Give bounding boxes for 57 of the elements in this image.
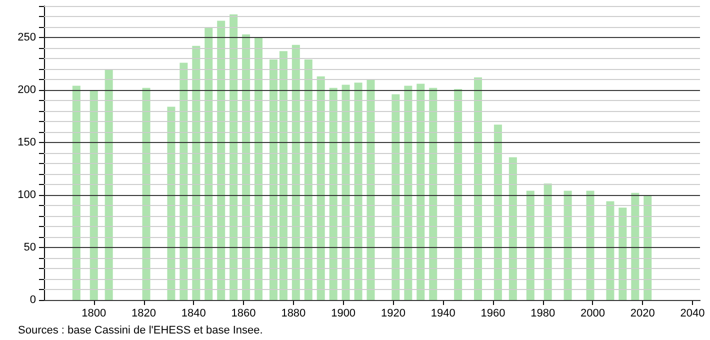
bar: [142, 88, 150, 300]
x-tick-label: 1820: [132, 308, 156, 320]
bar: [204, 27, 213, 300]
bar: [366, 80, 375, 300]
bar: [180, 62, 188, 300]
y-tick-label: 200: [18, 84, 36, 96]
y-tick-label: 50: [24, 242, 36, 254]
bar: [90, 91, 98, 300]
y-tick-label: 100: [18, 189, 36, 201]
bar: [230, 14, 238, 300]
y-tick-label: 250: [18, 32, 36, 44]
bar: [494, 124, 502, 300]
bar: [167, 106, 176, 300]
bar: [292, 44, 300, 300]
x-tick-label: 1940: [430, 308, 456, 320]
bar: [304, 60, 312, 300]
bar: [429, 88, 438, 300]
x-tick-label: 1900: [331, 308, 356, 320]
bar: [316, 76, 325, 300]
bar: [72, 86, 80, 300]
x-tick-label: 2000: [580, 308, 605, 320]
bar: [454, 88, 462, 300]
x-tick-label: 2020: [630, 308, 655, 320]
bar: [474, 77, 482, 300]
bar: [329, 88, 338, 300]
x-tick-label: 1840: [181, 308, 206, 320]
x-tick-label: 1960: [480, 308, 506, 320]
bar: [644, 196, 652, 300]
bar: [242, 34, 250, 300]
bar: [279, 51, 288, 300]
bar: [192, 46, 200, 300]
bar: [416, 84, 425, 300]
bar: [586, 190, 594, 300]
bar: [269, 60, 278, 300]
x-tick-label: 1800: [82, 308, 106, 320]
bar: [526, 190, 534, 300]
bar: [618, 208, 627, 300]
bar: [631, 192, 640, 300]
bar: [564, 190, 572, 300]
x-tick-label: 1860: [231, 308, 256, 320]
bar: [404, 86, 412, 300]
x-tick-label: 1980: [530, 308, 556, 320]
x-tick-label: 1920: [380, 308, 406, 320]
bar: [508, 157, 517, 300]
bar: [392, 94, 400, 300]
y-tick-label: 150: [18, 136, 36, 148]
bar: [342, 84, 350, 300]
bar: [354, 82, 362, 300]
x-tick-label: 2040: [680, 308, 705, 320]
bar: [544, 183, 552, 300]
bar: [217, 20, 226, 300]
bar: [606, 201, 614, 300]
source-note: Sources : base Cassini de l'EHESS et base Insee.: [18, 324, 263, 336]
x-tick-label: 1880: [281, 308, 306, 320]
y-tick-label: 0: [30, 294, 36, 306]
bar: [104, 69, 113, 300]
bar: [254, 38, 263, 300]
